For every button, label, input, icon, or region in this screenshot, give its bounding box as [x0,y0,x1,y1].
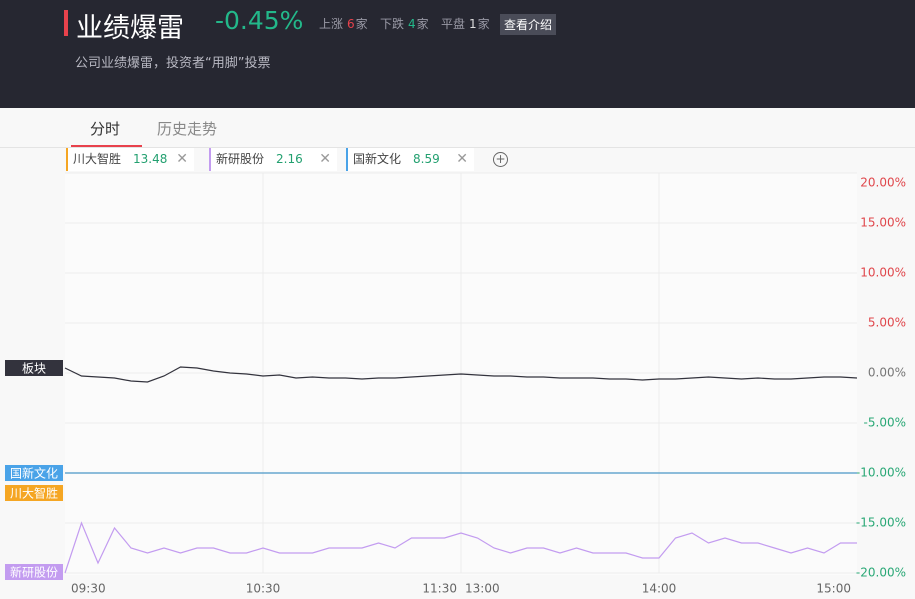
series-tag-label: 新研股份 [10,565,58,580]
stat-count: 4 [408,17,416,31]
stock-price: 8.59 [413,152,440,166]
x-tick-label: 15:00 [816,582,851,596]
stat-label: 平盘 [441,17,466,31]
stock-chip[interactable]: 国新文化 8.59 ✕ [346,148,474,171]
stock-price: 13.48 [133,152,168,166]
series-tag [5,564,63,580]
sector-change: -0.45% [215,6,304,35]
title-marker [64,10,68,36]
remove-icon[interactable]: ✕ [176,151,188,167]
series-line [64,521,857,574]
y-tick-label: -15.00% [856,516,906,530]
x-tick-label: 11:30 [422,582,457,596]
tab-indicator [71,145,142,147]
x-tick-label: 10:30 [246,582,281,596]
y-tick-label: 0.00% [868,366,906,380]
stock-name: 川大智胜 [73,152,122,166]
series-tag [5,485,63,501]
y-tick-label: 15.00% [860,216,906,230]
stat: 上涨 6家 [319,15,368,32]
x-tick-label: 14:00 [642,582,677,596]
stock-name: 国新文化 [353,152,402,166]
series-tag [5,360,63,376]
x-tick-label: 09:30 [71,582,106,596]
stat-count: 6 [347,17,355,31]
series-tag-label: 板块 [22,362,46,376]
stat-unit: 家 [355,17,368,31]
stat-unit: 家 [416,17,429,31]
x-tick-label: 13:00 [465,582,500,596]
y-tick-label: -10.00% [856,466,906,480]
stock-price: 2.16 [276,152,303,166]
y-tick-label: -5.00% [864,416,906,430]
stat-unit: 家 [477,17,490,31]
series-tag-label: 国新文化 [10,466,58,481]
header [0,0,915,108]
stock-chip[interactable]: 川大智胜 13.48 ✕ [66,148,194,171]
y-tick-label: -20.00% [856,566,906,580]
series-tag-label: 川大智胜 [10,486,58,501]
y-tick-label: 10.00% [860,266,906,280]
stat-count: 1 [469,17,477,31]
stock-chip[interactable]: 新研股份 2.16 ✕ [209,148,337,171]
stat-label: 下跌 [380,17,405,31]
series-line [64,366,858,383]
divider [0,147,915,148]
stat: 下跌 4家 [380,15,429,32]
stock-name: 新研股份 [216,152,265,166]
y-tick-label: 20.00% [860,176,906,190]
subtitle: 公司业绩爆雷，投资者“用脚”投票 [75,56,271,71]
remove-icon[interactable]: ✕ [456,151,468,167]
y-tick-label: 5.00% [868,316,906,330]
tab[interactable]: 分时 [90,120,121,138]
remove-icon[interactable]: ✕ [319,151,331,167]
tab[interactable]: 历史走势 [157,120,218,138]
series-tag [5,465,63,481]
stat-label: 上涨 [319,17,344,31]
intro-button[interactable]: 查看介绍 [500,14,557,35]
stat: 平盘 1家 [441,15,490,32]
add-stock[interactable]: + [493,152,508,167]
sector-title: 业绩爆雷 [76,13,184,44]
